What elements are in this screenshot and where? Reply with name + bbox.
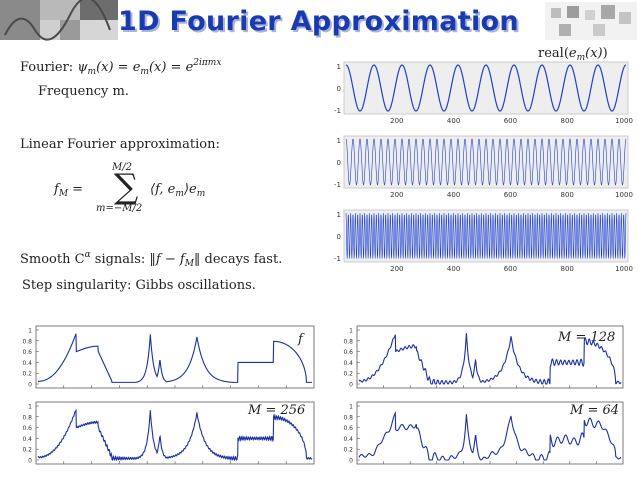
wave-x-tick: 400 — [447, 191, 460, 199]
wave-panel-3: 1 0 -1 200 400 600 800 1000 — [334, 209, 633, 273]
wave-x-tick: 1000 — [615, 191, 633, 199]
signal-curve — [358, 411, 622, 461]
approx-y-tick: 0.2 — [22, 447, 32, 454]
approx-panel-3: 1 0.8 0.6 0.4 0.2 0 — [22, 401, 315, 465]
approx-y-tick: 0.8 — [22, 414, 32, 421]
sinusoid-curve — [345, 212, 627, 259]
approx-y-tick: 0 — [28, 458, 32, 465]
approx-y-tick: 0.4 — [22, 436, 32, 443]
sum-upper-limit: M/2 — [112, 162, 132, 173]
wave-y-tick: 1 — [337, 63, 341, 71]
wave-y-tick: 1 — [337, 211, 341, 219]
header-decoration — [0, 0, 118, 41]
approx-y-tick: 1 — [349, 328, 353, 335]
smooth-signals-line: Smooth Cα signals: ‖f − fM‖ decays fast. — [20, 250, 283, 269]
wave-x-tick: 800 — [561, 265, 574, 273]
approx-y-tick: 0.8 — [343, 338, 353, 345]
panel-label-m64: M = 64 — [570, 403, 620, 418]
approx-y-tick: 0.6 — [343, 425, 353, 432]
header-decoration-right — [545, 2, 637, 40]
sinusoid-curve — [345, 64, 627, 112]
wave-x-tick: 200 — [390, 191, 403, 199]
approx-panel-2: 1 0.8 0.6 0.4 0.2 0 — [343, 325, 624, 389]
panel-label-m128: M = 128 — [558, 330, 616, 345]
wave-x-tick: 400 — [447, 265, 460, 273]
wave-panel-2: 1 0 -1 200 400 600 800 1000 — [334, 135, 633, 199]
step-singularity-line: Step singularity: Gibbs oscillations. — [22, 278, 256, 293]
approx-y-tick: 1 — [28, 328, 32, 335]
sum-lhs: fM = — [54, 182, 84, 199]
frequency-line: Frequency m. — [38, 84, 129, 99]
wave-y-tick: 0 — [337, 233, 341, 241]
approx-y-tick: 0.2 — [343, 447, 353, 454]
signal-curve — [37, 408, 313, 462]
summation-symbol: ∑ — [114, 167, 139, 207]
wave-x-tick: 1000 — [615, 265, 633, 273]
wave-y-tick: 1 — [337, 137, 341, 145]
wave-x-tick: 600 — [504, 191, 517, 199]
approx-y-tick: 0.6 — [22, 349, 32, 356]
wave-x-tick: 200 — [390, 265, 403, 273]
approx-y-tick: 1 — [349, 404, 353, 411]
wave-y-tick: -1 — [334, 181, 341, 189]
approx-y-tick: 0.4 — [22, 360, 32, 367]
wave-panel-1: 1 0 -1 200 400 600 800 1000 — [334, 61, 633, 125]
approx-y-tick: 0.4 — [343, 436, 353, 443]
sum-term: ⟨f, em⟩em — [150, 182, 206, 199]
wave-x-tick: 1000 — [615, 117, 633, 125]
fourier-formula: ψm(x) = em(x) = e2iπmx — [77, 58, 222, 77]
approx-y-tick: 0 — [28, 382, 32, 389]
sinusoid-curve — [345, 138, 627, 186]
approximation-plots: 1 0.8 0.6 0.4 0.2 0 1 0.8 0.6 0.4 0.2 0 1 0.8 0.6 0.4 0.… — [22, 325, 624, 465]
signal-curve — [38, 333, 312, 383]
linear-approx-heading: Linear Fourier approximation: — [20, 137, 220, 152]
approx-y-tick: 0.2 — [22, 371, 32, 378]
wave-x-tick: 600 — [504, 265, 517, 273]
wave-panel-label: real(em(x)) — [538, 46, 608, 63]
wave-x-tick: 600 — [504, 117, 517, 125]
fourier-definition-line: Fourier: ψm(x) = em(x) = e2iπmx — [20, 58, 221, 77]
wave-x-tick: 400 — [447, 117, 460, 125]
slide-title: 1D Fourier Approximation — [118, 6, 519, 37]
signal-curve — [358, 333, 622, 385]
approx-y-tick: 0.8 — [22, 338, 32, 345]
panel-label-f: f — [298, 332, 303, 347]
sum-lower-limit: m=−M/2 — [96, 203, 143, 214]
wave-x-tick: 800 — [561, 117, 574, 125]
approx-y-tick: 0.2 — [343, 371, 353, 378]
approx-panel-1: 1 0.8 0.6 0.4 0.2 0 — [22, 325, 315, 389]
wave-y-tick: -1 — [334, 255, 341, 263]
wave-y-tick: 0 — [337, 85, 341, 93]
approx-y-tick: 0.4 — [343, 360, 353, 367]
approx-y-tick: 0 — [349, 382, 353, 389]
approx-y-tick: 0.8 — [343, 414, 353, 421]
fourier-basis-plots: 1 0 -1 200 400 600 800 1000 1 0 -1 200 400 600 800 1000… — [334, 61, 633, 273]
approx-panel-4: 1 0.8 0.6 0.4 0.2 0 — [343, 401, 624, 465]
panel-label-m256: M = 256 — [248, 403, 306, 418]
wave-x-tick: 800 — [561, 191, 574, 199]
approx-y-tick: 0.6 — [343, 349, 353, 356]
approx-y-tick: 1 — [28, 404, 32, 411]
approx-y-tick: 0.6 — [22, 425, 32, 432]
wave-y-tick: -1 — [334, 107, 341, 115]
wave-x-tick: 200 — [390, 117, 403, 125]
approx-y-tick: 0 — [349, 458, 353, 465]
fourier-prefix: Fourier: — [20, 60, 74, 75]
wave-y-tick: 0 — [337, 159, 341, 167]
